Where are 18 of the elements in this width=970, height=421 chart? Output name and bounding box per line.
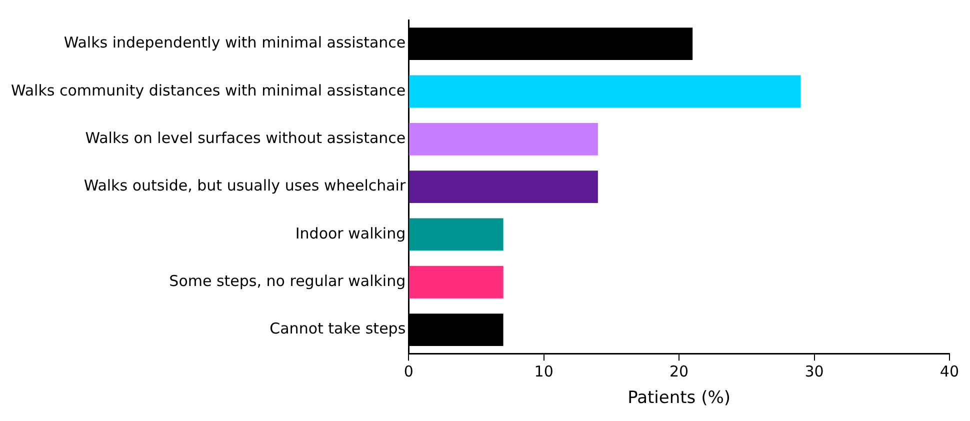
bar: [409, 218, 504, 251]
x-tick-label: 10: [534, 362, 554, 380]
x-tick-label: 20: [670, 362, 689, 380]
y-tick-label: Indoor walking: [295, 224, 406, 242]
bar: [409, 266, 504, 298]
bar: [409, 170, 598, 204]
x-tick-label: 40: [940, 362, 960, 380]
bar: [409, 122, 598, 156]
y-tick-label: Some steps, no regular walking: [169, 272, 406, 290]
y-tick-label: Cannot take steps: [270, 320, 406, 338]
x-tick-label: 0: [404, 362, 414, 380]
y-tick-label: Walks outside, but usually uses wheelchair: [84, 176, 406, 195]
y-tick-label: Walks on level surfaces without assistance: [85, 129, 406, 148]
x-axis-title: Patients (%): [628, 388, 730, 408]
y-tick-label: Walks community distances with minimal assistance: [10, 81, 406, 100]
y-tick-label: Walks independently with minimal assistance: [64, 34, 406, 52]
bar: [409, 75, 801, 108]
x-tick-label: 30: [804, 362, 824, 380]
